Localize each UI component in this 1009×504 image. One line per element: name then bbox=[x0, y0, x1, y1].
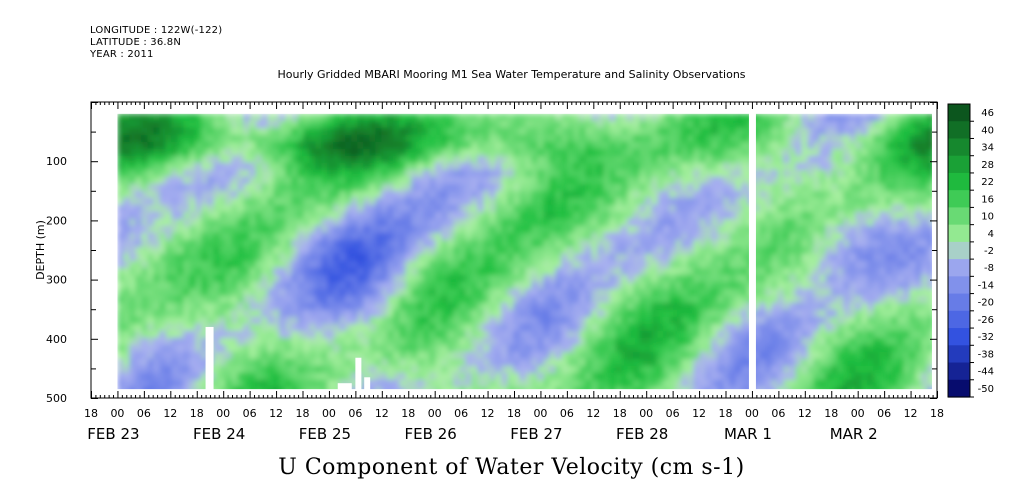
colorbar-label: 22 bbox=[981, 177, 994, 188]
x-hour-label: 18 bbox=[719, 407, 733, 420]
x-hour-label: 18 bbox=[190, 407, 204, 420]
x-hour-label: 00 bbox=[745, 407, 759, 420]
colorbar-bin bbox=[948, 207, 970, 226]
x-hour-label: 12 bbox=[692, 407, 706, 420]
latitude-label: LATITUDE : 36.8N bbox=[90, 37, 182, 48]
colorbar-label: -38 bbox=[978, 349, 994, 360]
y-tick-label: 500 bbox=[46, 392, 67, 405]
x-hour-label: 00 bbox=[110, 407, 124, 420]
x-hour-label: 12 bbox=[269, 407, 283, 420]
colorbar-label: -50 bbox=[978, 384, 994, 395]
x-hour-label: 06 bbox=[877, 407, 891, 420]
x-hour-label: 12 bbox=[586, 407, 600, 420]
x-day-label: FEB 24 bbox=[193, 425, 245, 443]
x-hour-label: 12 bbox=[375, 407, 389, 420]
colorbar-bin bbox=[948, 241, 970, 260]
y-tick-label: 300 bbox=[46, 274, 67, 287]
colorbar-label: 34 bbox=[981, 143, 994, 154]
x-day-label: FEB 28 bbox=[616, 425, 668, 443]
x-hour-label: 12 bbox=[163, 407, 177, 420]
colorbar-label: -8 bbox=[984, 263, 994, 274]
x-hour-label: 06 bbox=[454, 407, 468, 420]
x-day-label: MAR 2 bbox=[830, 425, 878, 443]
colorbar-label: 10 bbox=[981, 212, 994, 223]
x-hour-label: 18 bbox=[84, 407, 98, 420]
colorbar-bin bbox=[948, 379, 970, 398]
heatmap-cells bbox=[117, 113, 935, 395]
x-hour-label: 00 bbox=[851, 407, 865, 420]
colorbar-bin bbox=[948, 362, 970, 381]
y-tick-label: 200 bbox=[46, 214, 67, 227]
colorbar-label: 28 bbox=[981, 160, 994, 171]
x-hour-label: 06 bbox=[560, 407, 574, 420]
x-hour-label: 00 bbox=[533, 407, 547, 420]
x-hour-label: 18 bbox=[401, 407, 415, 420]
colorbar-label: 16 bbox=[981, 194, 994, 205]
colorbar-label: 46 bbox=[981, 108, 994, 119]
x-hour-label: 12 bbox=[798, 407, 812, 420]
x-hour-label: 06 bbox=[348, 407, 362, 420]
heatmap-field bbox=[117, 113, 935, 395]
chart-xlabel: U Component of Water Velocity (cm s-1) bbox=[278, 455, 745, 480]
colorbar-label: -14 bbox=[978, 281, 994, 292]
x-day-label: MAR 1 bbox=[724, 425, 772, 443]
x-hour-label: 00 bbox=[216, 407, 230, 420]
x-hour-label: 06 bbox=[666, 407, 680, 420]
x-day-label: FEB 25 bbox=[299, 425, 351, 443]
x-hour-label: 18 bbox=[930, 407, 944, 420]
longitude-label: LONGITUDE : 122W(-122) bbox=[90, 25, 223, 36]
colorbar-bin bbox=[948, 310, 970, 329]
colorbar-bin bbox=[948, 155, 970, 174]
colorbar-label: 4 bbox=[988, 229, 994, 240]
y-axis-label: DEPTH (m) bbox=[34, 220, 47, 280]
colorbar-bin bbox=[948, 190, 970, 209]
x-hour-label: 06 bbox=[137, 407, 151, 420]
chart-title: Hourly Gridded MBARI Mooring M1 Sea Wate… bbox=[277, 68, 746, 81]
x-hour-label: 12 bbox=[904, 407, 918, 420]
colorbar-bin bbox=[948, 293, 970, 312]
colorbar-label: -20 bbox=[978, 298, 994, 309]
x-hour-label: 18 bbox=[613, 407, 627, 420]
x-axis: 18 00 06 12 18 00 06 12 18 00 06 12 18 00 06 12 18 00 06 12… bbox=[84, 102, 944, 443]
x-day-label: FEB 23 bbox=[87, 425, 139, 443]
x-hour-label: 06 bbox=[771, 407, 785, 420]
x-hour-label: 00 bbox=[322, 407, 336, 420]
colorbar-bin bbox=[948, 121, 970, 140]
colorbar-bin bbox=[948, 259, 970, 277]
mask-notch-2 bbox=[337, 383, 352, 398]
colorbar-bin bbox=[948, 172, 970, 191]
colorbar-bin bbox=[948, 328, 970, 346]
x-hour-label: 18 bbox=[296, 407, 310, 420]
x-day-label: FEB 26 bbox=[405, 425, 457, 443]
colorbar-bin bbox=[948, 276, 970, 295]
colorbar-label: 40 bbox=[981, 125, 994, 136]
year-label: YEAR : 2011 bbox=[90, 49, 154, 60]
colorbar-label: -2 bbox=[984, 246, 994, 257]
y-tick-label: 400 bbox=[46, 333, 67, 346]
colorbar-border bbox=[947, 103, 971, 398]
mask-notch-4 bbox=[364, 377, 371, 398]
x-day-label: FEB 27 bbox=[510, 425, 562, 443]
colorbar-label: -44 bbox=[978, 367, 994, 378]
colorbar-bin bbox=[948, 104, 970, 122]
mask-notch-1 bbox=[205, 326, 214, 398]
colorbar-bin bbox=[948, 224, 970, 243]
x-hour-label: 12 bbox=[481, 407, 495, 420]
x-hour-label: 00 bbox=[428, 407, 442, 420]
x-hour-label: 18 bbox=[507, 407, 521, 420]
colorbar-bin bbox=[948, 345, 970, 364]
x-hour-label: 00 bbox=[639, 407, 653, 420]
mask-notch-3 bbox=[355, 357, 362, 398]
colorbar-label: -26 bbox=[978, 315, 994, 326]
y-axis: 100 200 300 400 500 DEPTH (m) bbox=[34, 102, 937, 405]
colorbar-bin bbox=[948, 138, 970, 157]
mask-gap bbox=[748, 102, 756, 398]
colorbar: 46 40 34 28 22 16 10 4 -2 -8 -14 -20 -26 -32 -38 -44 -50 bbox=[947, 103, 994, 398]
colorbar-label: -32 bbox=[978, 332, 994, 343]
x-hour-label: 18 bbox=[824, 407, 838, 420]
x-hour-label: 06 bbox=[243, 407, 257, 420]
y-tick-label: 100 bbox=[46, 155, 67, 168]
